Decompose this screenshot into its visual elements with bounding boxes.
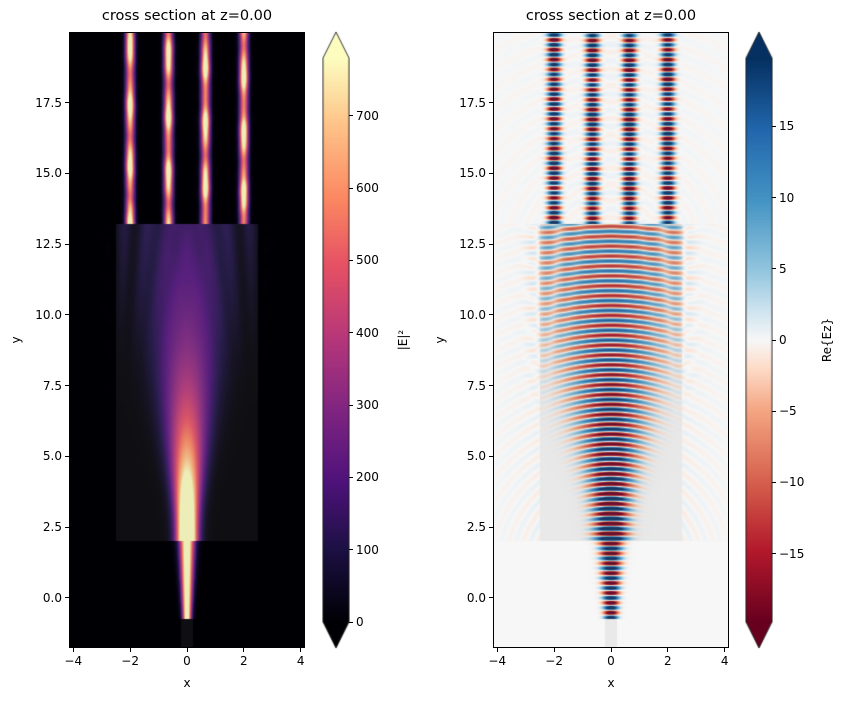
y-tick-mark xyxy=(65,597,69,599)
y-tick-label: 5.0 xyxy=(466,449,486,464)
colorbar-tick-label: 700 xyxy=(356,108,379,123)
heatmap-real xyxy=(493,32,729,648)
y-tick-mark xyxy=(65,314,69,316)
colorbar xyxy=(745,31,773,649)
x-tick-label: 0 xyxy=(183,654,191,668)
heatmap-intensity xyxy=(69,32,305,648)
x-tick-mark xyxy=(496,648,498,652)
x-tick-label: −4 xyxy=(64,654,83,668)
y-tick-label: 17.5 xyxy=(35,95,62,110)
y-tick-mark xyxy=(489,455,493,457)
x-axis-label: x xyxy=(607,676,615,690)
x-tick-label: −2 xyxy=(121,654,139,668)
x-tick-mark xyxy=(129,648,131,652)
y-tick-mark xyxy=(489,314,493,316)
y-tick-mark xyxy=(489,385,493,387)
x-tick-mark xyxy=(300,648,302,652)
colorbar-label: |E|² xyxy=(396,329,410,351)
y-tick-label: 7.5 xyxy=(42,378,62,393)
colorbar-tick-mark xyxy=(349,621,353,623)
y-axis-label: y xyxy=(433,336,447,344)
y-tick-label: 17.5 xyxy=(459,95,486,110)
y-tick-mark xyxy=(65,243,69,245)
colorbar-tick-mark xyxy=(772,481,776,483)
y-tick-label: 2.5 xyxy=(42,520,62,535)
x-tick-label: 4 xyxy=(720,654,729,668)
colorbar-tick-label: 5 xyxy=(779,261,787,276)
colorbar-tick-label: −10 xyxy=(779,475,805,490)
colorbar-tick-mark xyxy=(772,553,776,555)
colorbar-tick-mark xyxy=(349,549,353,551)
y-tick-label: 15.0 xyxy=(35,166,62,181)
colorbar-label: Re{Ez} xyxy=(820,317,834,363)
x-axis-label: x xyxy=(183,676,191,690)
colorbar-tick-mark xyxy=(772,268,776,270)
colorbar-tick-label: −15 xyxy=(779,546,805,561)
colorbar-tick-mark xyxy=(349,259,353,261)
colorbar-tick-label: 200 xyxy=(356,470,379,485)
colorbar-tick-label: 15 xyxy=(779,119,795,134)
colorbar-tick-label: 0 xyxy=(779,333,787,347)
y-tick-label: 12.5 xyxy=(459,237,486,252)
y-tick-label: 12.5 xyxy=(35,237,62,252)
y-tick-label: 15.0 xyxy=(459,166,486,181)
y-tick-mark xyxy=(489,243,493,245)
y-tick-mark xyxy=(65,385,69,387)
y-axis-label: y xyxy=(9,336,23,344)
x-tick-label: 4 xyxy=(296,654,305,668)
plot-title: cross section at z=0.00 xyxy=(525,8,697,24)
x-tick-label: 2 xyxy=(240,654,248,668)
colorbar-tick-label: 100 xyxy=(356,542,379,557)
x-tick-mark xyxy=(553,648,555,652)
y-tick-mark xyxy=(65,455,69,457)
x-tick-label: 0 xyxy=(607,654,615,668)
colorbar-tick-mark xyxy=(349,404,353,406)
colorbar-tick-mark xyxy=(772,197,776,199)
x-tick-label: 2 xyxy=(664,654,672,668)
y-tick-mark xyxy=(489,526,493,528)
y-tick-mark xyxy=(489,172,493,174)
colorbar-tick-label: 400 xyxy=(356,325,379,340)
y-tick-mark xyxy=(489,597,493,599)
y-tick-label: 0.0 xyxy=(466,590,486,605)
colorbar-tick-mark xyxy=(772,339,776,341)
colorbar-tick-mark xyxy=(772,125,776,127)
colorbar xyxy=(322,31,350,649)
x-tick-mark xyxy=(243,648,245,652)
y-tick-label: 2.5 xyxy=(466,520,486,535)
plot-title: cross section at z=0.00 xyxy=(101,8,273,24)
colorbar-tick-mark xyxy=(349,476,353,478)
colorbar-tick-label: 600 xyxy=(356,181,379,196)
colorbar-tick-label: 0 xyxy=(356,615,364,629)
x-tick-mark xyxy=(724,648,726,652)
x-tick-mark xyxy=(610,648,612,652)
y-tick-mark xyxy=(65,526,69,528)
colorbar-tick-label: 10 xyxy=(779,190,795,205)
colorbar-tick-label: 500 xyxy=(356,253,379,268)
x-tick-label: −4 xyxy=(488,654,507,668)
x-tick-mark xyxy=(186,648,188,652)
colorbar-tick-label: −5 xyxy=(779,404,797,419)
colorbar-tick-label: 300 xyxy=(356,398,379,413)
x-tick-mark xyxy=(667,648,669,652)
x-tick-label: −2 xyxy=(545,654,563,668)
y-tick-label: 5.0 xyxy=(42,449,62,464)
colorbar-tick-mark xyxy=(349,115,353,117)
colorbar-tick-mark xyxy=(772,410,776,412)
x-tick-mark xyxy=(72,648,74,652)
y-tick-label: 0.0 xyxy=(42,590,62,605)
y-tick-label: 10.0 xyxy=(35,307,62,322)
colorbar-tick-mark xyxy=(349,332,353,334)
y-tick-mark xyxy=(489,102,493,104)
y-tick-label: 7.5 xyxy=(466,378,486,393)
y-tick-label: 10.0 xyxy=(459,307,486,322)
colorbar-tick-mark xyxy=(349,187,353,189)
y-tick-mark xyxy=(65,172,69,174)
y-tick-mark xyxy=(65,102,69,104)
